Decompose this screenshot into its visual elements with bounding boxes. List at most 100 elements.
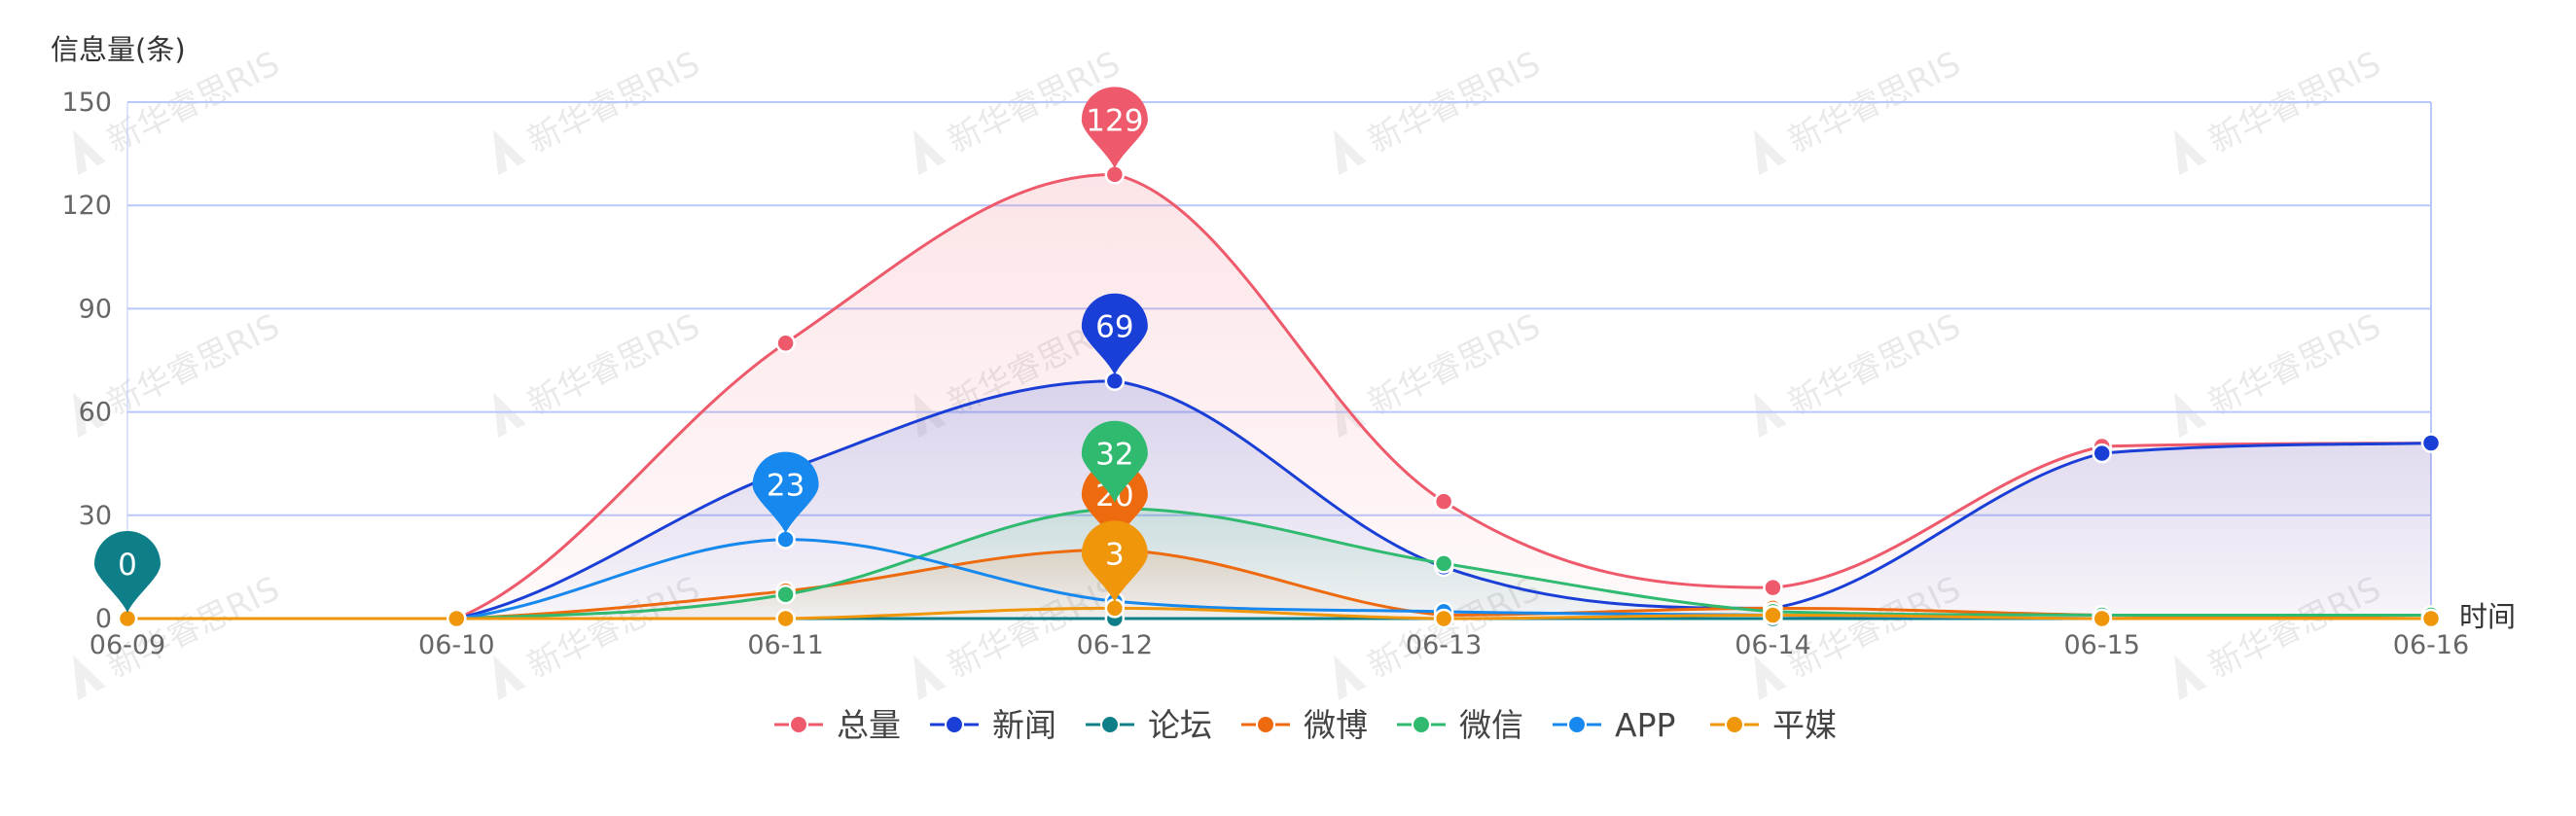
watermark-logo-icon: [913, 655, 947, 700]
series-line: [127, 172, 2432, 621]
max-pin: 3: [1081, 520, 1148, 603]
series-line: [127, 606, 2431, 621]
max-pin-label: 3: [1105, 537, 1125, 572]
legend-dot-icon: [1725, 715, 1744, 734]
watermark: 新华睿思RIS: [1754, 44, 1967, 175]
legend-label: 平媒: [1772, 706, 1837, 744]
max-pin: 0: [93, 530, 161, 613]
y-tick-label: 30: [79, 501, 112, 531]
x-tick-label: 06-15: [2063, 630, 2139, 660]
max-pin-marker: [1081, 420, 1148, 503]
legend-label: 新闻: [992, 706, 1056, 744]
legend: 总量 新闻 论坛 微博 微信 APP 平媒: [774, 706, 1837, 744]
watermark: 新华睿思RIS: [493, 306, 706, 438]
legend-label: APP: [1615, 706, 1675, 744]
watermark-logo-icon: [73, 129, 106, 175]
data-point: [1763, 577, 1783, 598]
data-point: [2092, 443, 2112, 464]
max-pin: 32: [1081, 420, 1148, 503]
data-point: [1763, 605, 1783, 625]
y-tick-label: 120: [61, 191, 112, 221]
data-point: [1433, 491, 1454, 512]
max-pin-marker: [93, 530, 161, 613]
watermark-logo-icon: [1334, 655, 1367, 700]
x-axis-unit-label: 时间: [2459, 600, 2516, 633]
watermark-logo-icon: [73, 392, 106, 438]
data-point: [2420, 433, 2442, 453]
y-axis-unit-label: 信息量(条): [51, 33, 186, 66]
watermark-logo-icon: [493, 655, 526, 700]
legend-dot-icon: [1567, 715, 1587, 734]
watermark: 新华睿思RIS: [1754, 306, 1967, 438]
legend-dot-icon: [789, 715, 808, 734]
data-point: [2092, 608, 2112, 629]
data-point: [1433, 553, 1454, 574]
legend-item[interactable]: APP: [1553, 706, 1675, 744]
x-tick-label: 06-12: [1077, 630, 1153, 660]
y-tick-label: 150: [61, 88, 112, 118]
legend-dot-icon: [1100, 715, 1120, 734]
watermark: 新华睿思RIS: [493, 44, 706, 175]
x-tick-label: 06-10: [418, 630, 494, 660]
watermark-text: 新华睿思RIS: [2202, 306, 2386, 423]
legend-item[interactable]: 微信: [1397, 706, 1523, 744]
max-pin-marker: [1081, 520, 1148, 603]
watermark: 新华睿思RIS: [1334, 44, 1547, 175]
x-tick-label: 06-14: [1735, 630, 1810, 660]
y-tick-label: 0: [95, 604, 112, 634]
series-area: [127, 380, 2431, 619]
watermark-logo-icon: [2174, 655, 2207, 700]
legend-label: 微信: [1459, 706, 1523, 744]
data-point: [2420, 608, 2442, 629]
max-pin-label: 0: [118, 548, 137, 583]
legend-item[interactable]: 平媒: [1710, 706, 1837, 744]
y-tick-label: 90: [79, 294, 112, 324]
max-pin-marker: [1081, 462, 1148, 545]
max-pin-layer: 129 69 0 2032 23 3: [93, 87, 1148, 613]
watermark-logo-icon: [913, 129, 947, 175]
legend-label: 论坛: [1148, 706, 1212, 744]
watermark-logo-icon: [2174, 392, 2207, 438]
watermark-logo-icon: [2174, 129, 2207, 175]
legend-label: 总量: [837, 706, 901, 744]
legend-item[interactable]: 总量: [774, 706, 901, 744]
data-point: [775, 333, 796, 354]
max-pin: 23: [752, 451, 819, 534]
legend-item[interactable]: 新闻: [930, 706, 1056, 744]
max-pin-label: 23: [767, 469, 805, 504]
data-point: [1433, 608, 1454, 629]
series-line: [127, 507, 2431, 621]
watermark-logo-icon: [73, 655, 106, 700]
legend-dot-icon: [945, 715, 964, 734]
legend-item[interactable]: 微博: [1241, 706, 1368, 744]
max-pin-label: 32: [1095, 438, 1133, 473]
series-area: [127, 508, 2431, 619]
max-pin-label: 129: [1086, 103, 1143, 138]
legend-item[interactable]: 论坛: [1086, 706, 1212, 744]
max-pin-marker: [752, 451, 819, 534]
x-tick-label: 06-09: [89, 630, 165, 660]
x-tick-label: 06-13: [1406, 630, 1482, 660]
max-pin: 20: [1081, 462, 1148, 545]
line-layer: [127, 172, 2432, 621]
watermark-logo-icon: [493, 129, 526, 175]
legend-dot-icon: [1256, 715, 1275, 734]
max-pin: 69: [1081, 293, 1148, 375]
watermark-text: 新华睿思RIS: [1782, 306, 1966, 423]
watermark-logo-icon: [1754, 655, 1787, 700]
area-layer: [127, 174, 2431, 619]
watermark-logo-icon: [1754, 392, 1787, 438]
max-pin-label: 69: [1095, 310, 1133, 345]
watermark-logo-icon: [493, 392, 526, 438]
y-tick-label: 60: [79, 398, 112, 428]
watermark-text: 新华睿思RIS: [101, 306, 285, 423]
legend-dot-icon: [1412, 715, 1431, 734]
watermark-logo-icon: [1754, 129, 1787, 175]
watermark: 新华睿思RIS: [2174, 44, 2387, 175]
data-point: [775, 608, 796, 629]
data-point: [775, 584, 796, 605]
watermark-logo-icon: [1334, 129, 1367, 175]
max-pin: 129: [1081, 87, 1148, 169]
